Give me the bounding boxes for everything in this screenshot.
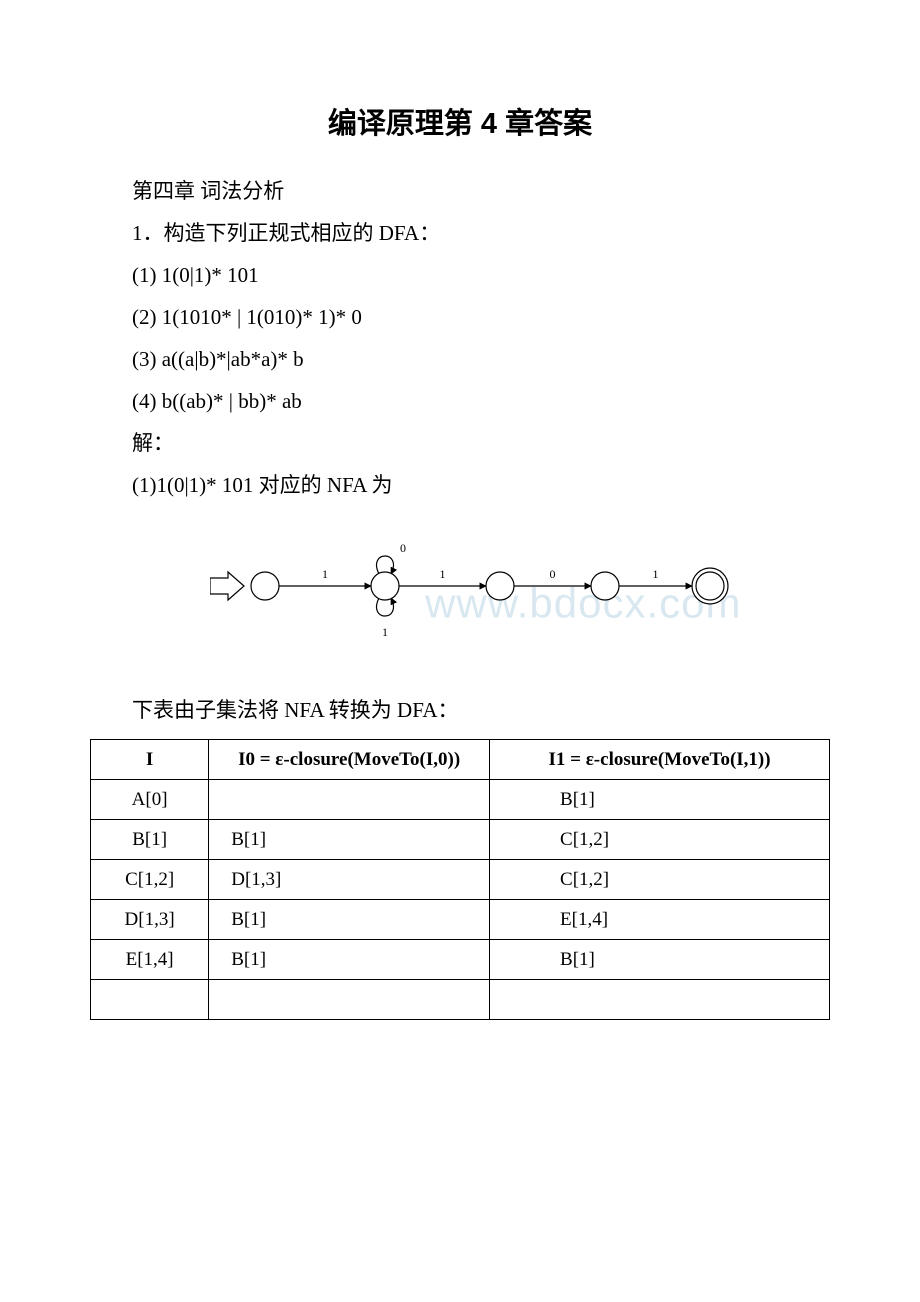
- table-row: C[1,2]D[1,3]C[1,2]: [91, 860, 830, 900]
- table-cell: B[1]: [490, 780, 830, 820]
- svg-text:1: 1: [440, 567, 446, 581]
- dfa-table: I I0 = ε-closure(MoveTo(I,0)) I1 = ε-clo…: [90, 739, 830, 1020]
- regex-item-4: (4) b((ab)* | bb)* ab: [90, 380, 830, 422]
- regex-item-3: (3) a((a|b)*|ab*a)* b: [90, 338, 830, 380]
- table-cell: C[1,2]: [91, 860, 209, 900]
- table-cell: B[1]: [490, 940, 830, 980]
- svg-text:0: 0: [550, 567, 556, 581]
- table-cell: [91, 980, 209, 1020]
- table-cell: E[1,4]: [91, 940, 209, 980]
- solution1-label: (1)1(0|1)* 101 对应的 NFA 为: [90, 464, 830, 506]
- table-intro: 下表由子集法将 NFA 转换为 DFA：: [90, 689, 830, 731]
- table-header-row: I I0 = ε-closure(MoveTo(I,0)) I1 = ε-clo…: [91, 740, 830, 780]
- svg-text:0: 0: [400, 541, 406, 555]
- nfa-diagram: 1 0 1 1 0 1: [210, 526, 750, 656]
- table-row: E[1,4]B[1]B[1]: [91, 940, 830, 980]
- table-cell: A[0]: [91, 780, 209, 820]
- table-cell: B[1]: [91, 820, 209, 860]
- table-header-cell: I0 = ε-closure(MoveTo(I,0)): [209, 740, 490, 780]
- svg-text:1: 1: [322, 567, 328, 581]
- svg-text:1: 1: [382, 625, 388, 639]
- table-row: A[0] B[1]: [91, 780, 830, 820]
- table-header-cell: I1 = ε-closure(MoveTo(I,1)): [490, 740, 830, 780]
- table-cell: [209, 980, 490, 1020]
- nfa-diagram-container: www.bdocx.com 101101: [210, 526, 830, 661]
- page-title: 编译原理第 4 章答案: [90, 100, 830, 142]
- regex-item-2: (2) 1(1010* | 1(010)* 1)* 0: [90, 296, 830, 338]
- table-cell: [490, 980, 830, 1020]
- table-row: [91, 980, 830, 1020]
- table-cell: E[1,4]: [490, 900, 830, 940]
- table-header-cell: I: [91, 740, 209, 780]
- table-row: D[1,3]B[1]E[1,4]: [91, 900, 830, 940]
- table-cell: [209, 780, 490, 820]
- regex-item-1: (1) 1(0|1)* 101: [90, 254, 830, 296]
- table-cell: B[1]: [209, 900, 490, 940]
- solution-label: 解：: [90, 422, 830, 464]
- table-cell: C[1,2]: [490, 860, 830, 900]
- table-cell: B[1]: [209, 940, 490, 980]
- table-cell: B[1]: [209, 820, 490, 860]
- chapter-heading: 第四章 词法分析: [90, 170, 830, 212]
- table-cell: D[1,3]: [209, 860, 490, 900]
- table-cell: D[1,3]: [91, 900, 209, 940]
- svg-text:1: 1: [653, 567, 659, 581]
- table-row: B[1]B[1]C[1,2]: [91, 820, 830, 860]
- table-cell: C[1,2]: [490, 820, 830, 860]
- problem-intro: 1．构造下列正规式相应的 DFA：: [90, 212, 830, 254]
